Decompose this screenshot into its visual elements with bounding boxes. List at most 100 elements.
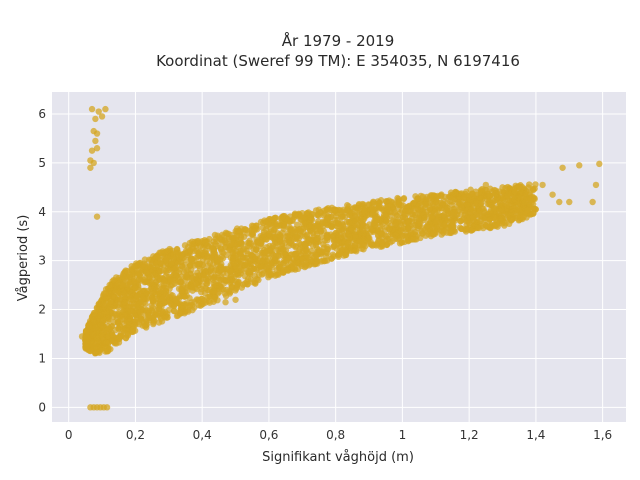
scatter-point [466, 214, 474, 221]
scatter-point [325, 213, 332, 221]
scatter-point [126, 295, 134, 303]
scatter-point [499, 189, 506, 196]
scatter-point [119, 282, 126, 289]
scatter-point [491, 206, 498, 213]
scatter-point [491, 197, 499, 204]
scatter-point [159, 294, 166, 302]
scatter-point [416, 219, 423, 226]
scatter-point [134, 292, 141, 299]
scatter-point [282, 215, 289, 222]
scatter-point [354, 217, 361, 224]
scatter-point [137, 316, 145, 323]
scatter-point [482, 181, 490, 189]
scatter-point [449, 221, 456, 229]
scatter-point [210, 238, 217, 245]
scatter-point [209, 244, 216, 252]
scatter-point [233, 229, 240, 236]
scatter-point [139, 295, 146, 302]
scatter-point [437, 199, 445, 206]
scatter-point [437, 192, 445, 199]
scatter-point [134, 310, 141, 317]
scatter-point [263, 248, 270, 255]
scatter-point [231, 240, 238, 247]
scatter-point [223, 230, 231, 237]
scatter-point [347, 247, 355, 255]
scatter-point [526, 203, 533, 211]
scatter-point [330, 232, 337, 239]
scatter-point [202, 269, 209, 276]
scatter-point [96, 305, 104, 313]
scatter-point [121, 290, 128, 297]
scatter-point [364, 234, 372, 242]
chart-title-line-1: År 1979 - 2019 [282, 31, 395, 50]
scatter-point [322, 249, 330, 256]
scatter-point [123, 318, 130, 325]
scatter-point [343, 218, 351, 226]
scatter-point [143, 269, 150, 276]
y-tick-label: 1 [38, 351, 46, 365]
scatter-point [83, 334, 91, 341]
scatter-point [288, 226, 295, 233]
scatter-point [504, 191, 511, 199]
scatter-point [246, 237, 253, 244]
scatter-point [150, 308, 157, 315]
scatter-point [413, 214, 420, 222]
scatter-point [168, 260, 175, 268]
scatter-point [386, 212, 394, 219]
scatter-point [486, 216, 493, 224]
scatter-point [265, 230, 272, 238]
scatter-point [273, 266, 281, 274]
scatter-point [92, 137, 99, 145]
y-tick-label: 3 [38, 254, 46, 268]
scatter-point [320, 241, 327, 248]
scatter-point [265, 220, 272, 228]
scatter-point [404, 219, 411, 227]
scatter-point [145, 314, 152, 322]
scatter-point [302, 261, 310, 268]
scatter-point [361, 207, 368, 215]
scatter-point [188, 274, 196, 281]
scatter-point [142, 278, 149, 285]
scatter-point [103, 404, 111, 411]
x-tick-label: 0,8 [326, 428, 345, 442]
scatter-point [276, 231, 284, 238]
scatter-point [293, 233, 301, 241]
scatter-point [89, 331, 97, 339]
scatter-point [344, 239, 352, 247]
scatter-point [280, 266, 288, 273]
scatter-point [171, 265, 178, 272]
scatter-point [477, 217, 485, 224]
scatter-point [317, 209, 324, 216]
scatter-point [206, 299, 213, 306]
scatter-point [204, 280, 211, 287]
scatter-point [423, 223, 430, 230]
scatter-point [431, 219, 439, 226]
scatter-point [221, 238, 229, 245]
scatter-point [302, 254, 310, 262]
scatter-point [259, 258, 266, 265]
scatter-point [251, 279, 259, 286]
scatter-point [195, 238, 202, 245]
scatter-point [498, 214, 505, 222]
scatter-point [294, 265, 302, 273]
scatter-point [468, 227, 475, 234]
scatter-point [384, 235, 391, 243]
scatter-point [323, 231, 331, 239]
scatter-point [235, 278, 242, 286]
scatter-point [109, 331, 116, 338]
scatter-point [202, 239, 209, 246]
scatter-point [492, 190, 499, 198]
scatter-point [272, 214, 279, 222]
scatter-point [173, 295, 181, 302]
scatter-point [97, 344, 105, 351]
scatter-point [596, 160, 603, 168]
scatter-point [240, 233, 248, 240]
scatter-point [401, 214, 409, 221]
scatter-point [244, 250, 252, 257]
scatter-point [337, 227, 344, 234]
scatter-point [84, 338, 91, 346]
scatter-point [254, 237, 261, 245]
scatter-point [566, 198, 573, 206]
scatter-point [247, 268, 254, 275]
